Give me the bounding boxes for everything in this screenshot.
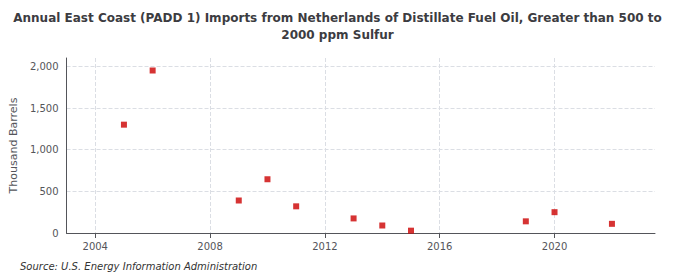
svg-text:2,000: 2,000 xyxy=(30,61,59,72)
svg-text:Source: U.S. Energy Informatio: Source: U.S. Energy Information Administ… xyxy=(20,261,257,272)
svg-text:2004: 2004 xyxy=(83,241,108,252)
svg-text:2016: 2016 xyxy=(427,241,452,252)
svg-text:1,000: 1,000 xyxy=(30,144,59,155)
svg-text:Thousand Barrels: Thousand Barrels xyxy=(7,97,20,194)
svg-text:2008: 2008 xyxy=(197,241,222,252)
svg-text:500: 500 xyxy=(39,186,58,197)
svg-text:Annual East Coast (PADD 1) Imp: Annual East Coast (PADD 1) Imports from … xyxy=(13,11,662,25)
svg-text:2020: 2020 xyxy=(542,241,567,252)
svg-text:0: 0 xyxy=(52,228,58,239)
svg-text:2000 ppm Sulfur: 2000 ppm Sulfur xyxy=(281,28,394,42)
svg-text:1,500: 1,500 xyxy=(30,103,59,114)
svg-text:2012: 2012 xyxy=(312,241,337,252)
